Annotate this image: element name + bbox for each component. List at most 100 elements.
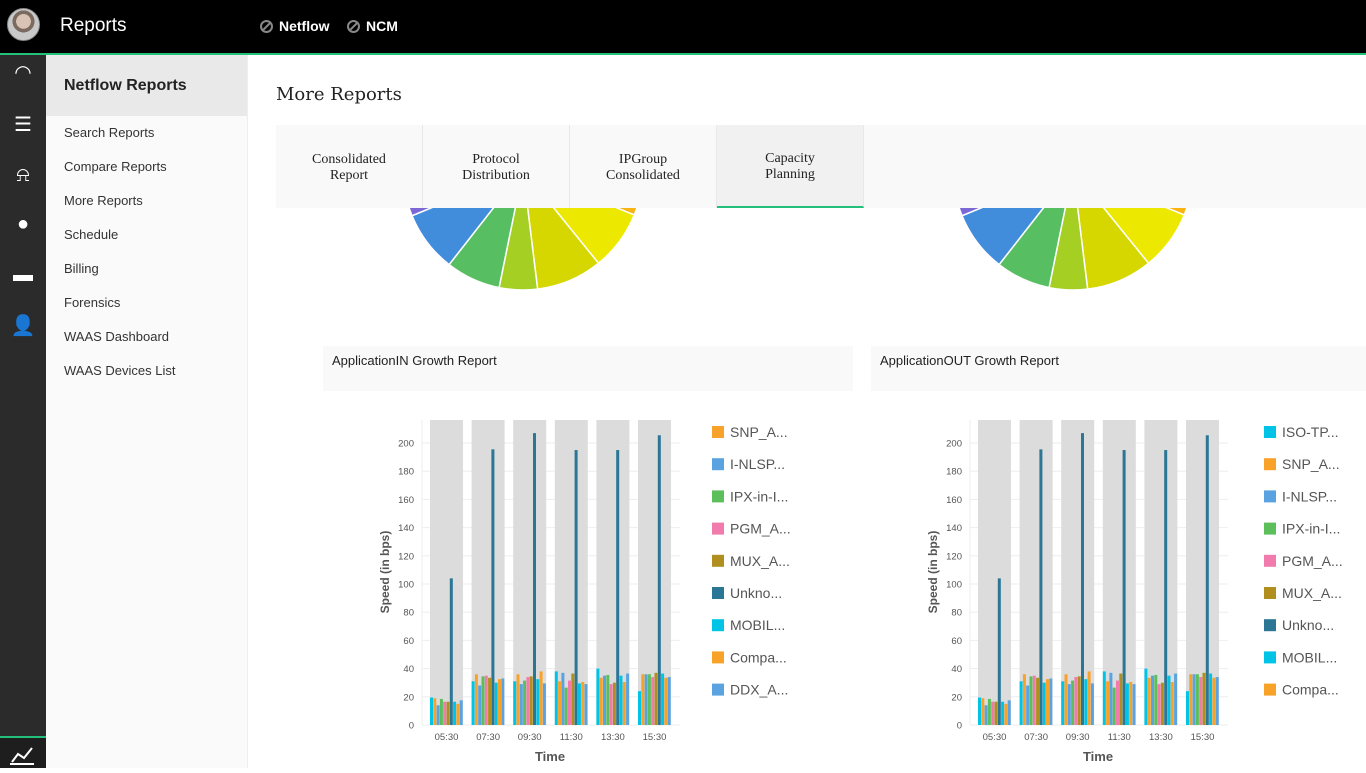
bar xyxy=(491,449,495,725)
y-tick-label: 200 xyxy=(398,439,414,450)
icon-rail: ◠ ☰ ⍾ ● ▬ 👤 xyxy=(0,55,46,768)
bar xyxy=(1077,676,1081,725)
y-tick-label: 20 xyxy=(403,692,414,703)
x-tick-label: 15:30 xyxy=(1191,732,1215,743)
legend-swatch xyxy=(712,490,724,503)
bar xyxy=(439,698,443,725)
bar xyxy=(456,703,460,725)
sidebar-item-compare-reports[interactable]: Compare Reports xyxy=(64,159,167,174)
bar xyxy=(1209,673,1213,725)
bar xyxy=(1087,671,1091,725)
bar xyxy=(539,671,543,725)
bar xyxy=(664,677,668,725)
bar xyxy=(1144,668,1148,725)
bar xyxy=(641,674,645,725)
bar xyxy=(603,675,606,725)
bar xyxy=(453,701,457,725)
y-tick-label: 180 xyxy=(946,467,962,478)
bar xyxy=(436,705,440,725)
bar xyxy=(619,675,623,725)
y-tick-label: 160 xyxy=(946,495,962,506)
legend-label: SNP_A... xyxy=(730,424,788,440)
tab-ipgroup-consolidated[interactable]: IPGroup Consolidated xyxy=(570,125,717,208)
sidebar-title: Netflow Reports xyxy=(46,55,247,116)
tab-label: Consolidated Report xyxy=(312,151,386,183)
tab-protocol-distribution[interactable]: Protocol Distribution xyxy=(423,125,570,208)
y-tick-label: 140 xyxy=(946,523,962,534)
sidebar-item-schedule[interactable]: Schedule xyxy=(64,227,119,242)
legend-swatch xyxy=(1264,587,1276,599)
y-tick-label: 180 xyxy=(398,467,414,478)
bar xyxy=(1102,671,1106,725)
bar xyxy=(446,701,450,725)
bar xyxy=(1042,682,1046,725)
legend-label: Unkno... xyxy=(730,585,782,601)
bar xyxy=(529,676,533,725)
y-axis-label: Speed (in bps) xyxy=(378,531,392,614)
bar xyxy=(1004,703,1008,725)
bar xyxy=(978,697,981,725)
bar xyxy=(1174,673,1178,725)
sidebar-item-forensics[interactable]: Forensics xyxy=(64,295,121,310)
bar xyxy=(1160,682,1164,725)
bar xyxy=(471,681,475,725)
sidebar-item-waas-devices-list[interactable]: WAAS Devices List xyxy=(64,363,176,378)
tab-label: Capacity Planning xyxy=(765,150,815,182)
alarm-icon[interactable]: ⍾ xyxy=(16,164,30,186)
legend-label: ISO-TP... xyxy=(1282,424,1339,440)
app-title: Reports xyxy=(60,15,127,36)
x-tick-label: 13:30 xyxy=(601,732,625,743)
user-icon[interactable]: 👤 xyxy=(10,315,36,337)
category-band xyxy=(1144,420,1178,725)
bar xyxy=(1199,677,1203,725)
bar xyxy=(1164,450,1168,725)
bar xyxy=(1167,675,1171,725)
bar xyxy=(612,682,616,725)
sidebar-item-billing[interactable]: Billing xyxy=(64,261,99,276)
tab-capacity-planning[interactable]: Capacity Planning xyxy=(717,125,864,208)
bar xyxy=(1154,674,1158,725)
bar xyxy=(459,700,463,725)
y-tick-label: 80 xyxy=(951,608,962,619)
bar xyxy=(494,682,498,725)
tab-consolidated-report[interactable]: Consolidated Report xyxy=(276,125,423,208)
sidebar-item-more-reports[interactable]: More Reports xyxy=(64,193,143,208)
bar xyxy=(1049,678,1053,725)
legend-label: MUX_A... xyxy=(730,553,790,569)
x-tick-label: 13:30 xyxy=(1149,732,1173,743)
bar xyxy=(481,676,485,725)
bar xyxy=(599,677,603,725)
bar xyxy=(554,671,558,725)
legend-swatch xyxy=(712,587,724,599)
y-tick-label: 0 xyxy=(409,721,414,732)
avatar[interactable] xyxy=(7,8,40,41)
sidebar-item-search-reports[interactable]: Search Reports xyxy=(64,125,155,140)
legend-label: PGM_A... xyxy=(1282,553,1343,569)
chat-icon[interactable]: ▬ xyxy=(13,264,33,286)
bar xyxy=(498,679,501,725)
legend-swatch xyxy=(712,651,724,664)
bar xyxy=(1032,675,1036,725)
legend-swatch xyxy=(1264,490,1276,503)
report-list-icon[interactable]: ☰ xyxy=(14,114,32,136)
bar xyxy=(1186,691,1189,725)
ncm-link[interactable]: NCM xyxy=(347,18,398,34)
legend-label: MUX_A... xyxy=(1282,585,1342,601)
legend-label: I-NLSP... xyxy=(1282,488,1337,504)
y-tick-label: 60 xyxy=(951,636,962,647)
chart-icon[interactable] xyxy=(0,736,46,768)
x-tick-label: 07:30 xyxy=(1024,732,1048,743)
legend-swatch xyxy=(712,458,724,471)
legend-label: IPX-in-I... xyxy=(1282,521,1340,537)
location-icon[interactable]: ● xyxy=(16,213,30,235)
legend-swatch xyxy=(1264,554,1276,567)
x-tick-label: 07:30 xyxy=(476,732,500,743)
y-tick-label: 40 xyxy=(403,664,414,675)
bar xyxy=(654,672,658,725)
netflow-link[interactable]: Netflow xyxy=(260,18,330,34)
y-tick-label: 200 xyxy=(946,439,962,450)
sidebar-item-waas-dashboard[interactable]: WAAS Dashboard xyxy=(64,329,170,344)
legend-swatch xyxy=(712,554,724,567)
bar xyxy=(1007,700,1011,725)
dashboard-icon[interactable]: ◠ xyxy=(14,62,32,84)
